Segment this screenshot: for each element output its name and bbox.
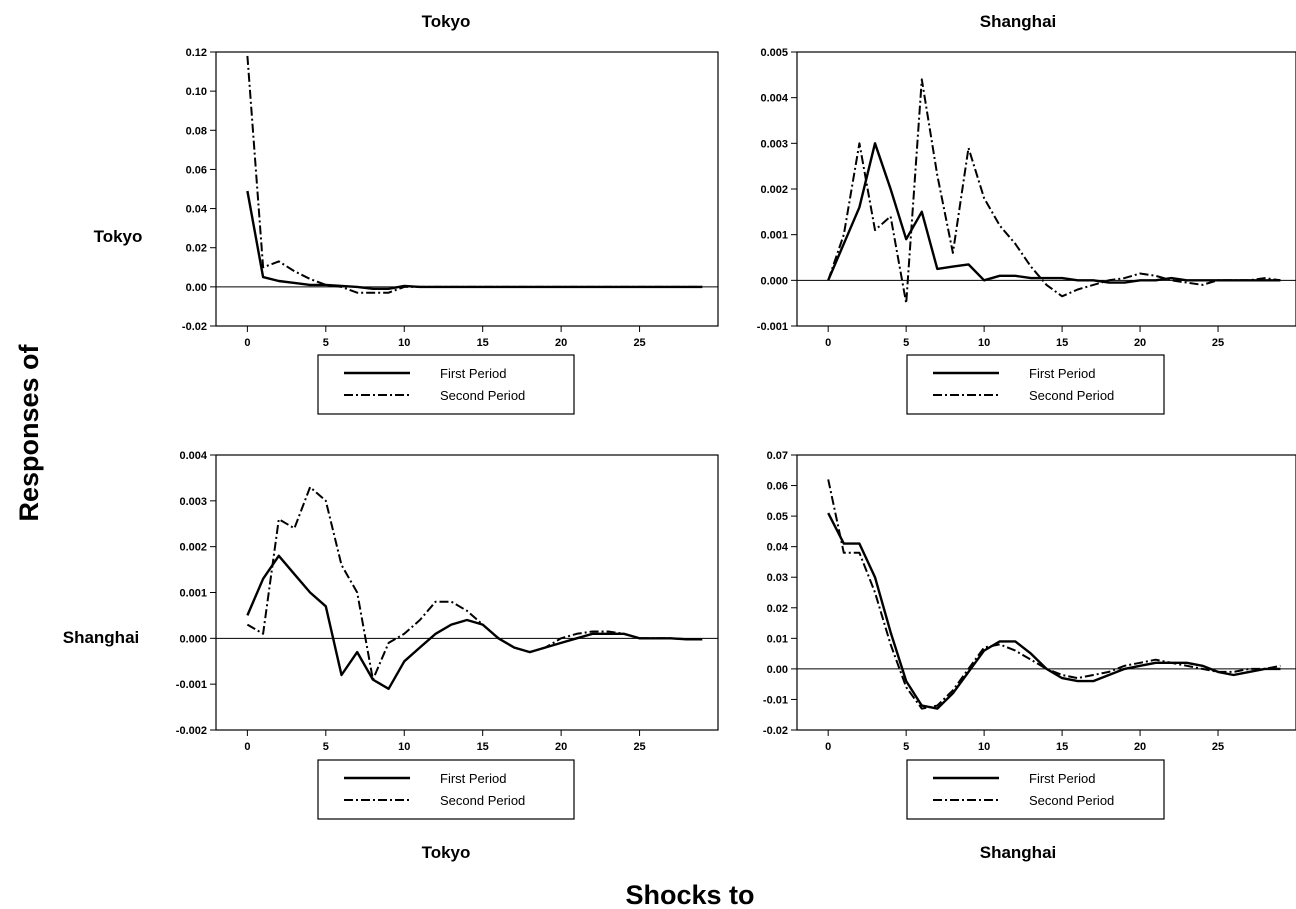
y-tick-label: 0.08 [186, 125, 207, 137]
x-tick-label: 15 [1056, 741, 1068, 753]
y-tick-label: -0.02 [182, 321, 207, 333]
y-tick-label: 0.004 [179, 450, 207, 462]
legend-box [906, 759, 1165, 820]
x-tick-label: 20 [555, 741, 567, 753]
y-tick-label: 0.03 [767, 572, 788, 584]
legend-box [906, 354, 1165, 415]
y-tick-label: 0.003 [179, 496, 207, 508]
legend-label-first-period: First Period [440, 771, 506, 786]
row-label-shanghai: Shanghai [63, 628, 140, 647]
legend-label-first-period: First Period [1029, 771, 1095, 786]
y-tick-label: 0.05 [767, 511, 788, 523]
legend-box [317, 354, 575, 415]
second-period-line [827, 78, 1281, 305]
y-tick-label: 0.02 [186, 243, 207, 255]
column-title-shanghai: Shanghai [980, 12, 1057, 31]
bottom-label-shanghai: Shanghai [980, 843, 1057, 862]
x-tick-label: 15 [1056, 337, 1068, 349]
y-tick-label: 0.07 [767, 450, 788, 462]
y-tick-label: 0.02 [767, 603, 788, 615]
y-tick-label: 0.06 [186, 164, 207, 176]
x-tick-label: 15 [477, 741, 489, 753]
x-tick-label: 10 [978, 337, 990, 349]
y-tick-label: 0.000 [179, 633, 207, 645]
x-tick-label: 20 [1134, 337, 1146, 349]
legend-box [317, 759, 575, 820]
x-tick-label: 0 [825, 337, 831, 349]
x-tick-label: 5 [323, 337, 329, 349]
plot-frame [796, 454, 1296, 731]
panel-1: -0.02 0.00 0.02 0.04 0.06 0.08 0.10 0.12 0 5 10 15 2… [182, 47, 719, 415]
legend-label-second-period: Second Period [440, 793, 525, 808]
x-tick-label: 25 [633, 337, 645, 349]
y-tick-label: 0.005 [760, 47, 788, 59]
first-period-line [246, 554, 703, 690]
panel-3: -0.002 -0.001 0.000 0.001 0.002 0.003 0.004 0 5 1… [176, 450, 719, 820]
y-tick-label: 0.000 [760, 275, 788, 287]
column-title-tokyo: Tokyo [422, 12, 471, 31]
y-tick-label: 0.06 [767, 481, 788, 493]
second-period-line [827, 479, 1281, 710]
first-period-line [827, 512, 1281, 710]
plot-frame [215, 454, 719, 731]
y-tick-label: 0.00 [767, 664, 788, 676]
x-tick-label: 15 [477, 337, 489, 349]
y-tick-label: -0.002 [176, 725, 207, 737]
x-tick-label: 10 [978, 741, 990, 753]
x-tick-label: 0 [244, 337, 250, 349]
legend-label-second-period: Second Period [1029, 793, 1114, 808]
bottom-label-tokyo: Tokyo [422, 843, 471, 862]
legend-label-second-period: Second Period [1029, 388, 1114, 403]
x-tick-label: 20 [1134, 741, 1146, 753]
y-tick-label: 0.001 [760, 230, 788, 242]
x-tick-label: 5 [323, 741, 329, 753]
panels: -0.02 0.00 0.02 0.04 0.06 0.08 0.10 0.12 0 5 10 15 2… [176, 47, 1296, 820]
y-tick-label: -0.02 [763, 725, 788, 737]
y-tick-label: 0.04 [767, 542, 789, 554]
y-tick-label: 0.002 [179, 542, 207, 554]
second-period-line [246, 55, 703, 294]
x-tick-label: 0 [825, 741, 831, 753]
second-period-line [246, 486, 703, 681]
x-axis-title: Shocks to [625, 880, 754, 909]
legend-label-second-period: Second Period [440, 388, 525, 403]
y-tick-label: -0.001 [757, 321, 788, 333]
y-tick-label: 0.00 [186, 282, 207, 294]
x-tick-label: 0 [244, 741, 250, 753]
y-tick-label: -0.001 [176, 679, 207, 691]
y-tick-label: 0.10 [186, 86, 207, 98]
y-axis-title: Responses of [14, 343, 44, 521]
y-tick-label: 0.12 [186, 47, 207, 59]
y-tick-label: 0.04 [186, 204, 208, 216]
x-tick-label: 25 [633, 741, 645, 753]
legend-label-first-period: First Period [1029, 366, 1095, 381]
y-tick-label: 0.001 [179, 588, 207, 600]
legend-label-first-period: First Period [440, 366, 506, 381]
x-tick-label: 25 [1212, 337, 1224, 349]
first-period-line [246, 190, 703, 290]
plot-frame [215, 51, 719, 327]
x-tick-label: 10 [398, 741, 410, 753]
y-tick-label: -0.01 [763, 694, 788, 706]
y-tick-label: 0.003 [760, 138, 788, 150]
x-tick-label: 25 [1212, 741, 1224, 753]
x-tick-label: 10 [398, 337, 410, 349]
x-tick-label: 5 [903, 337, 909, 349]
y-tick-label: 0.002 [760, 184, 788, 196]
panel-4: -0.02 -0.01 0.00 0.01 0.02 0.03 0.04 0.05 0.06 0.… [763, 450, 1296, 820]
x-tick-label: 5 [903, 741, 909, 753]
y-tick-label: 0.01 [767, 633, 788, 645]
x-tick-label: 20 [555, 337, 567, 349]
y-tick-label: 0.004 [760, 93, 788, 105]
row-label-tokyo: Tokyo [94, 227, 143, 246]
first-period-line [827, 142, 1281, 284]
panel-2: -0.001 0.000 0.001 0.002 0.003 0.004 0.005 0 5 10… [757, 47, 1296, 415]
